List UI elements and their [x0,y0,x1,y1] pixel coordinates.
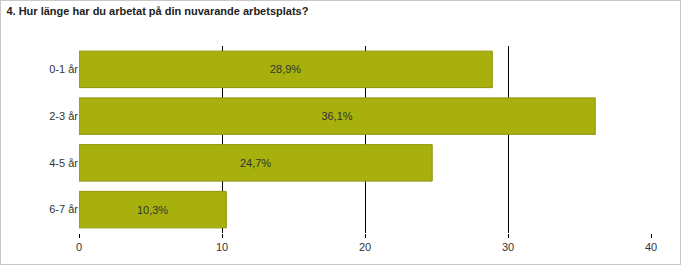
svg-text:4. Hur länge har du arbetat på: 4. Hur länge har du arbetat på din nuvar… [6,5,308,17]
svg-text:10,3%: 10,3% [137,204,168,216]
svg-text:0: 0 [76,241,82,253]
svg-text:24,7%: 24,7% [240,157,271,169]
svg-text:36,1%: 36,1% [321,110,352,122]
svg-text:30: 30 [502,241,514,253]
svg-text:28,9%: 28,9% [270,63,301,75]
svg-text:6-7 år: 6-7 år [49,203,78,215]
svg-text:0-1 år: 0-1 år [49,63,78,75]
svg-text:40: 40 [645,241,657,253]
svg-text:4-5 år: 4-5 år [49,157,78,169]
svg-text:2-3 år: 2-3 år [49,110,78,122]
svg-text:20: 20 [359,241,371,253]
svg-text:10: 10 [216,241,228,253]
